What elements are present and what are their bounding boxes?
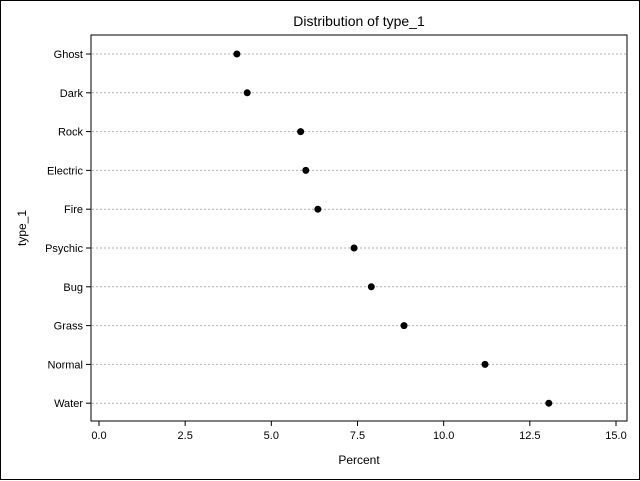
x-tick-label: 10.0: [433, 430, 454, 442]
data-point: [545, 399, 553, 407]
x-tick-label: 0.0: [91, 430, 106, 442]
y-tick-label: Normal: [48, 359, 83, 371]
x-tick-label: 15.0: [605, 430, 626, 442]
grid-lines: [92, 53, 626, 404]
plot-area: [90, 34, 628, 422]
chart-title: Distribution of type_1: [293, 13, 425, 29]
data-point: [400, 322, 408, 330]
data-points: [233, 50, 553, 407]
y-tick-label: Fire: [64, 204, 83, 216]
x-tick-label: 5.0: [264, 430, 279, 442]
y-tick-label: Water: [54, 398, 83, 410]
y-tick-label: Ghost: [54, 49, 83, 61]
x-tick-label: 7.5: [350, 430, 365, 442]
data-point: [367, 283, 375, 291]
y-tick-label: Rock: [58, 127, 84, 139]
data-point: [350, 244, 358, 252]
data-point: [233, 50, 241, 58]
y-tick-label: Grass: [54, 321, 84, 333]
data-point: [243, 89, 251, 97]
y-tick-label: Psychic: [45, 243, 83, 255]
data-point: [302, 166, 310, 174]
x-tick-label: 12.5: [519, 430, 540, 442]
data-point: [481, 360, 489, 368]
x-tick-label: 2.5: [178, 430, 193, 442]
y-tick-label: Electric: [47, 165, 84, 177]
data-point: [297, 128, 305, 136]
x-axis: 0.0 2.5 5.0 7.5 10.0 12.5 15.0: [91, 421, 627, 442]
y-axis-label: type_1: [15, 210, 29, 246]
y-tick-label: Bug: [63, 282, 83, 294]
data-point: [314, 205, 322, 213]
y-axis: Ghost Dark Rock Electric Fire Psychic Bug Grass…: [45, 49, 91, 410]
x-axis-label: Percent: [338, 453, 380, 467]
y-tick-label: Dark: [60, 88, 84, 100]
